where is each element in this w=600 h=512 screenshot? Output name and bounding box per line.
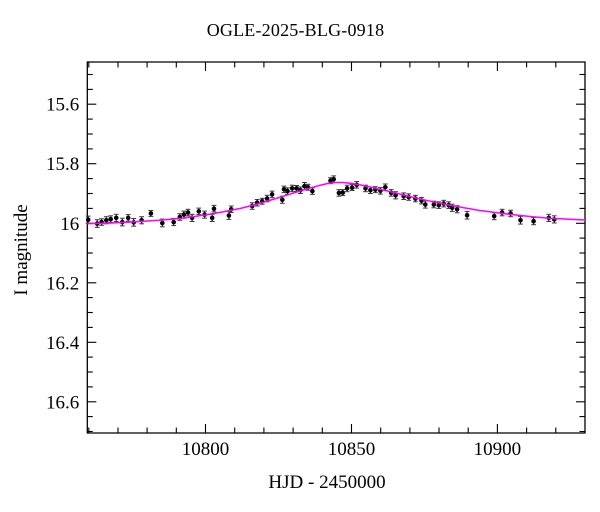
data-point [289,186,295,191]
data-point [185,210,191,215]
y-tick-label: 15.6 [46,95,79,116]
data-point [393,193,398,198]
data-point [363,186,368,191]
data-point [464,212,470,218]
data-point [209,215,215,221]
data-point [518,218,523,223]
x-tick-label: 10800 [182,439,230,460]
data-point [349,185,355,190]
data-point [125,215,131,221]
data-point [454,207,460,212]
y-tick-label: 16 [60,214,79,235]
data-point [196,209,202,214]
data-point [436,202,442,208]
data-point [113,215,119,221]
data-point [302,183,307,189]
data-points [85,175,557,228]
x-tick-labels: 10800 10850 10900 [182,439,521,460]
x-tick-label: 10900 [474,439,522,460]
data-point [449,205,455,211]
data-point [181,212,187,217]
data-point [531,218,536,224]
data-point [160,220,165,226]
y-tick-label: 15.8 [46,154,79,175]
x-axis-label: HJD - 2450000 [268,472,386,493]
data-point [280,197,285,202]
data-point [211,206,217,211]
data-point [336,190,342,196]
x-tick-label: 10850 [328,439,376,460]
data-point [331,176,337,182]
data-point [310,188,315,194]
data-point [171,219,176,225]
data-point [269,192,275,197]
y-tick-label: 16.6 [46,392,79,413]
data-point [148,211,154,216]
data-point [340,190,346,195]
data-point [104,218,109,223]
data-point [383,185,388,190]
data-point [423,202,428,207]
data-point [285,188,290,194]
chart-title: OGLE-2025-BLG-0918 [206,20,385,40]
data-point [491,213,497,219]
x-axis-ticks [88,62,557,433]
y-axis-ticks [87,73,585,433]
data-point [85,217,91,222]
y-tick-labels: 15.6 15.8 16 16.2 16.4 16.6 [46,95,80,414]
data-point [344,186,350,191]
data-point [108,216,113,222]
data-point [264,196,270,201]
model-curve [87,181,586,225]
data-point [431,202,437,207]
data-point [294,186,299,191]
y-tick-label: 16.2 [46,273,79,294]
data-point [368,187,373,193]
data-point [226,213,232,218]
y-tick-label: 16.4 [46,333,80,354]
plot-box [86,61,586,434]
